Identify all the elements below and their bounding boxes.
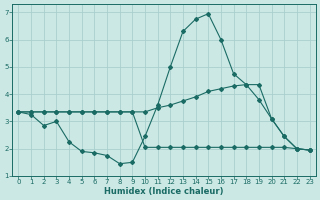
X-axis label: Humidex (Indice chaleur): Humidex (Indice chaleur) bbox=[104, 187, 224, 196]
